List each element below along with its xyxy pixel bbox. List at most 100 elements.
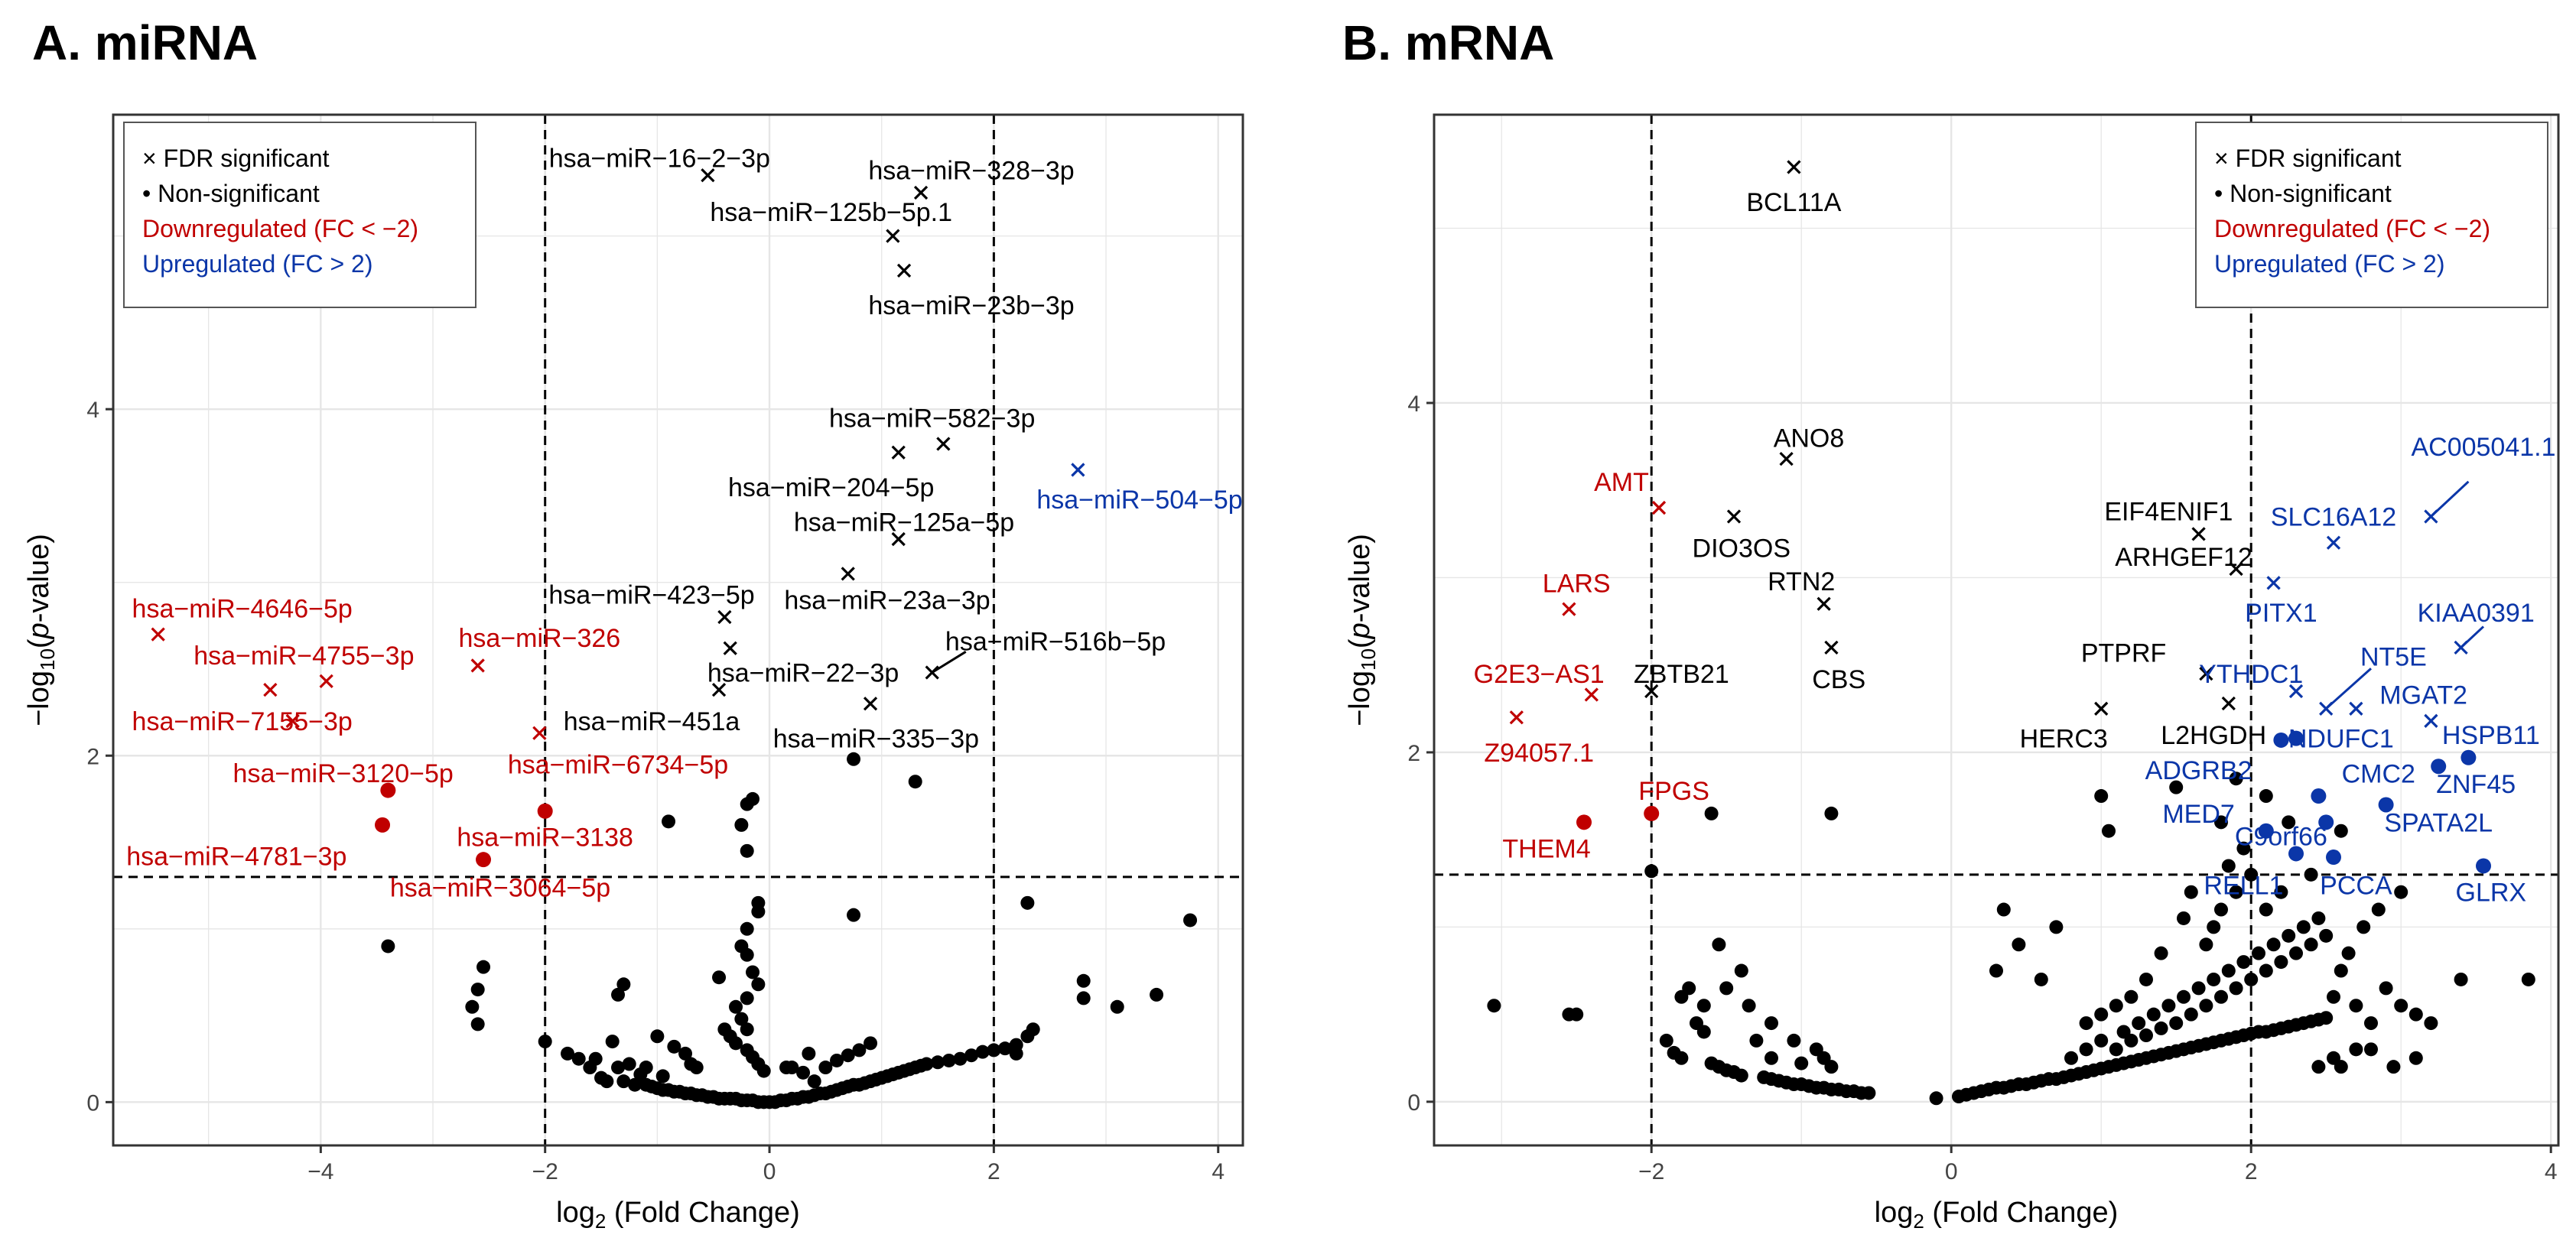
- data-point: [818, 1061, 833, 1075]
- point-label: hsa−miR−23b−3p: [868, 291, 1074, 320]
- data-point: [864, 1036, 878, 1051]
- highlighted-point: [2461, 749, 2477, 765]
- data-point: [605, 1035, 620, 1049]
- data-point: [1787, 1033, 1801, 1048]
- point-label: NDUFC1: [2288, 725, 2394, 754]
- y-axis-label-part: (: [1344, 638, 1376, 648]
- data-point: [1026, 1022, 1040, 1037]
- data-point: [740, 843, 754, 858]
- y-tick-label: 2: [1407, 741, 1420, 766]
- data-point: [847, 752, 861, 766]
- data-point: [2521, 972, 2535, 986]
- data-point: [2244, 867, 2259, 882]
- point-label: hsa−miR−4755−3p: [194, 642, 414, 671]
- y-axis-label-part: -value): [23, 534, 55, 622]
- point-label: FPGS: [1638, 777, 1709, 806]
- significant-point: [1817, 596, 1831, 611]
- y-axis-label-part: (: [23, 638, 55, 648]
- data-point: [2274, 885, 2288, 899]
- data-point: [2207, 972, 2221, 986]
- highlighted-point: [2318, 814, 2334, 830]
- data-point: [796, 1065, 811, 1080]
- highlighted-point: [537, 803, 553, 819]
- point-label: hsa−miR−7155−3p: [132, 707, 353, 736]
- y-axis-label-subscript: 10: [1357, 648, 1380, 671]
- data-point: [2311, 1060, 2326, 1074]
- data-point: [2229, 772, 2243, 786]
- data-point: [1076, 991, 1091, 1005]
- significant-point: [2288, 684, 2304, 699]
- mrna-panel: B. mRNA BCL11A ANO8 DIO3OS RTN2 CBS ZBTB21 AMT L…: [1342, 15, 2560, 1233]
- data-point: [734, 1012, 749, 1026]
- data-point: [852, 1043, 867, 1057]
- x-axis-label-subscript: 2: [595, 1210, 606, 1233]
- data-point: [746, 791, 760, 806]
- data-point: [2259, 963, 2273, 978]
- significant-point: [1071, 463, 1085, 477]
- data-point: [1020, 895, 1035, 910]
- x-axis-label: log2 (Fold Change): [556, 1197, 800, 1233]
- highlighted-point: [2311, 788, 2327, 804]
- data-point: [987, 1043, 1001, 1057]
- data-point: [1719, 981, 1734, 996]
- label-leader-line: [931, 651, 967, 674]
- data-point: [2221, 859, 2236, 873]
- significant-point: [2266, 576, 2281, 590]
- data-point: [1749, 1033, 1764, 1048]
- x-axis-label-part: log: [556, 1197, 595, 1229]
- point-label: Z94057.1: [1484, 739, 1594, 768]
- data-point: [2012, 937, 2026, 952]
- y-axis-label: −log10(p-value): [1344, 534, 1380, 726]
- significant-point: [1644, 684, 1659, 699]
- data-point: [1734, 1068, 1748, 1083]
- point-label: BCL11A: [1746, 188, 1841, 217]
- legend-box: [2195, 122, 2548, 308]
- significant-point: [841, 567, 855, 581]
- data-point: [2386, 1060, 2401, 1074]
- data-point: [2049, 920, 2064, 934]
- data-point: [740, 947, 754, 962]
- data-point: [964, 1048, 979, 1063]
- data-point: [2364, 1016, 2378, 1031]
- highlighted-point: [2476, 858, 2491, 874]
- x-axis-label: log2 (Fold Change): [1875, 1197, 2119, 1233]
- data-point: [953, 1051, 968, 1066]
- data-point: [1712, 937, 1726, 952]
- y-tick-label: 4: [1407, 391, 1420, 417]
- point-label: GLRX: [2456, 879, 2527, 908]
- significant-point: [1824, 640, 1839, 655]
- highlighted-point: [1644, 805, 1660, 821]
- point-label: ZBTB21: [1634, 660, 1729, 689]
- data-point: [1989, 963, 2003, 978]
- significant-point: [896, 263, 912, 278]
- data-point: [847, 908, 861, 922]
- data-point: [470, 1017, 485, 1031]
- data-point: [2161, 999, 2176, 1013]
- data-point: [2394, 885, 2408, 899]
- data-point: [1696, 999, 1711, 1013]
- point-label: hsa−miR−4646−5p: [132, 595, 353, 624]
- data-point: [2139, 1028, 2153, 1043]
- highlighted-point: [2258, 823, 2274, 839]
- data-point: [1110, 999, 1124, 1014]
- data-point: [2132, 1016, 2146, 1031]
- legend-entry: Downregulated (FC < −2): [142, 215, 418, 242]
- point-label: RELL1: [2204, 872, 2283, 901]
- point-label: RTN2: [1768, 567, 1835, 596]
- significant-point: [936, 437, 951, 451]
- data-point: [2034, 972, 2048, 986]
- significant-point: [1726, 509, 1742, 524]
- point-label: ZNF45: [2436, 770, 2516, 799]
- data-point: [2236, 955, 2251, 970]
- data-point: [655, 1069, 670, 1083]
- point-label: AMT: [1594, 468, 1649, 497]
- data-point: [476, 960, 491, 974]
- data-point: [2304, 937, 2318, 952]
- data-point: [2177, 989, 2191, 1004]
- data-point: [1674, 989, 1689, 1004]
- point-label: THEM4: [1502, 835, 1590, 864]
- data-point: [2356, 920, 2371, 934]
- point-label: hsa−miR−504−5p: [1036, 486, 1242, 515]
- x-tick-label: −2: [532, 1159, 558, 1184]
- point-label: hsa−miR−4781−3p: [126, 843, 346, 872]
